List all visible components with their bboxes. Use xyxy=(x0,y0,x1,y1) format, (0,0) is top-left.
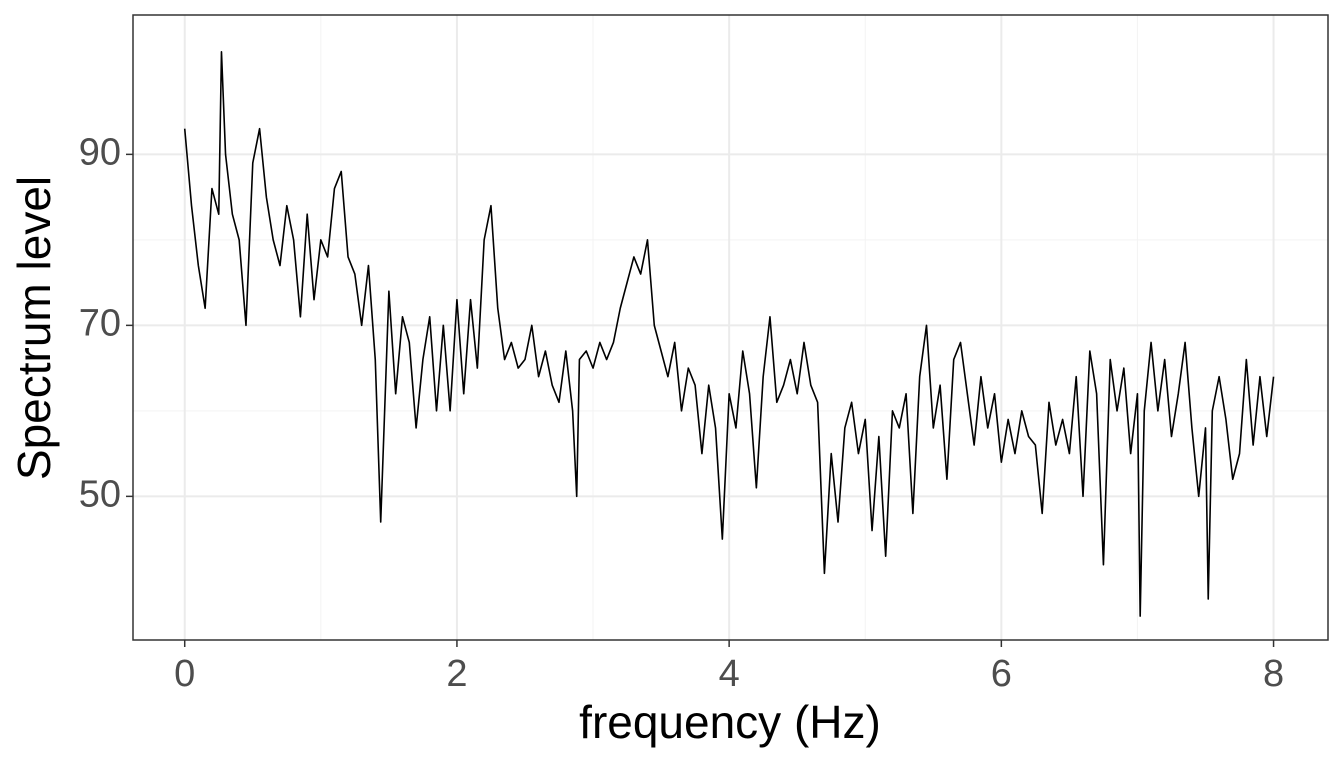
x-axis-title: frequency (Hz) xyxy=(579,696,881,748)
y-tick-label: 50 xyxy=(79,473,121,515)
x-tick-label: 0 xyxy=(174,653,195,695)
x-tick-label: 4 xyxy=(719,653,740,695)
axes: 50 70 90 0 2 4 6 8 xyxy=(79,131,1284,695)
grid xyxy=(133,15,1328,640)
y-axis-title: Spectrum level xyxy=(8,176,60,480)
plot-area xyxy=(183,50,1275,617)
panel-border xyxy=(132,14,1329,641)
x-tick-label: 2 xyxy=(446,653,467,695)
y-tick-label: 90 xyxy=(79,131,121,173)
x-tick-label: 8 xyxy=(1263,653,1284,695)
x-tick-label: 6 xyxy=(991,653,1012,695)
y-tick-label: 70 xyxy=(79,302,121,344)
spectrum-line xyxy=(183,50,1275,617)
